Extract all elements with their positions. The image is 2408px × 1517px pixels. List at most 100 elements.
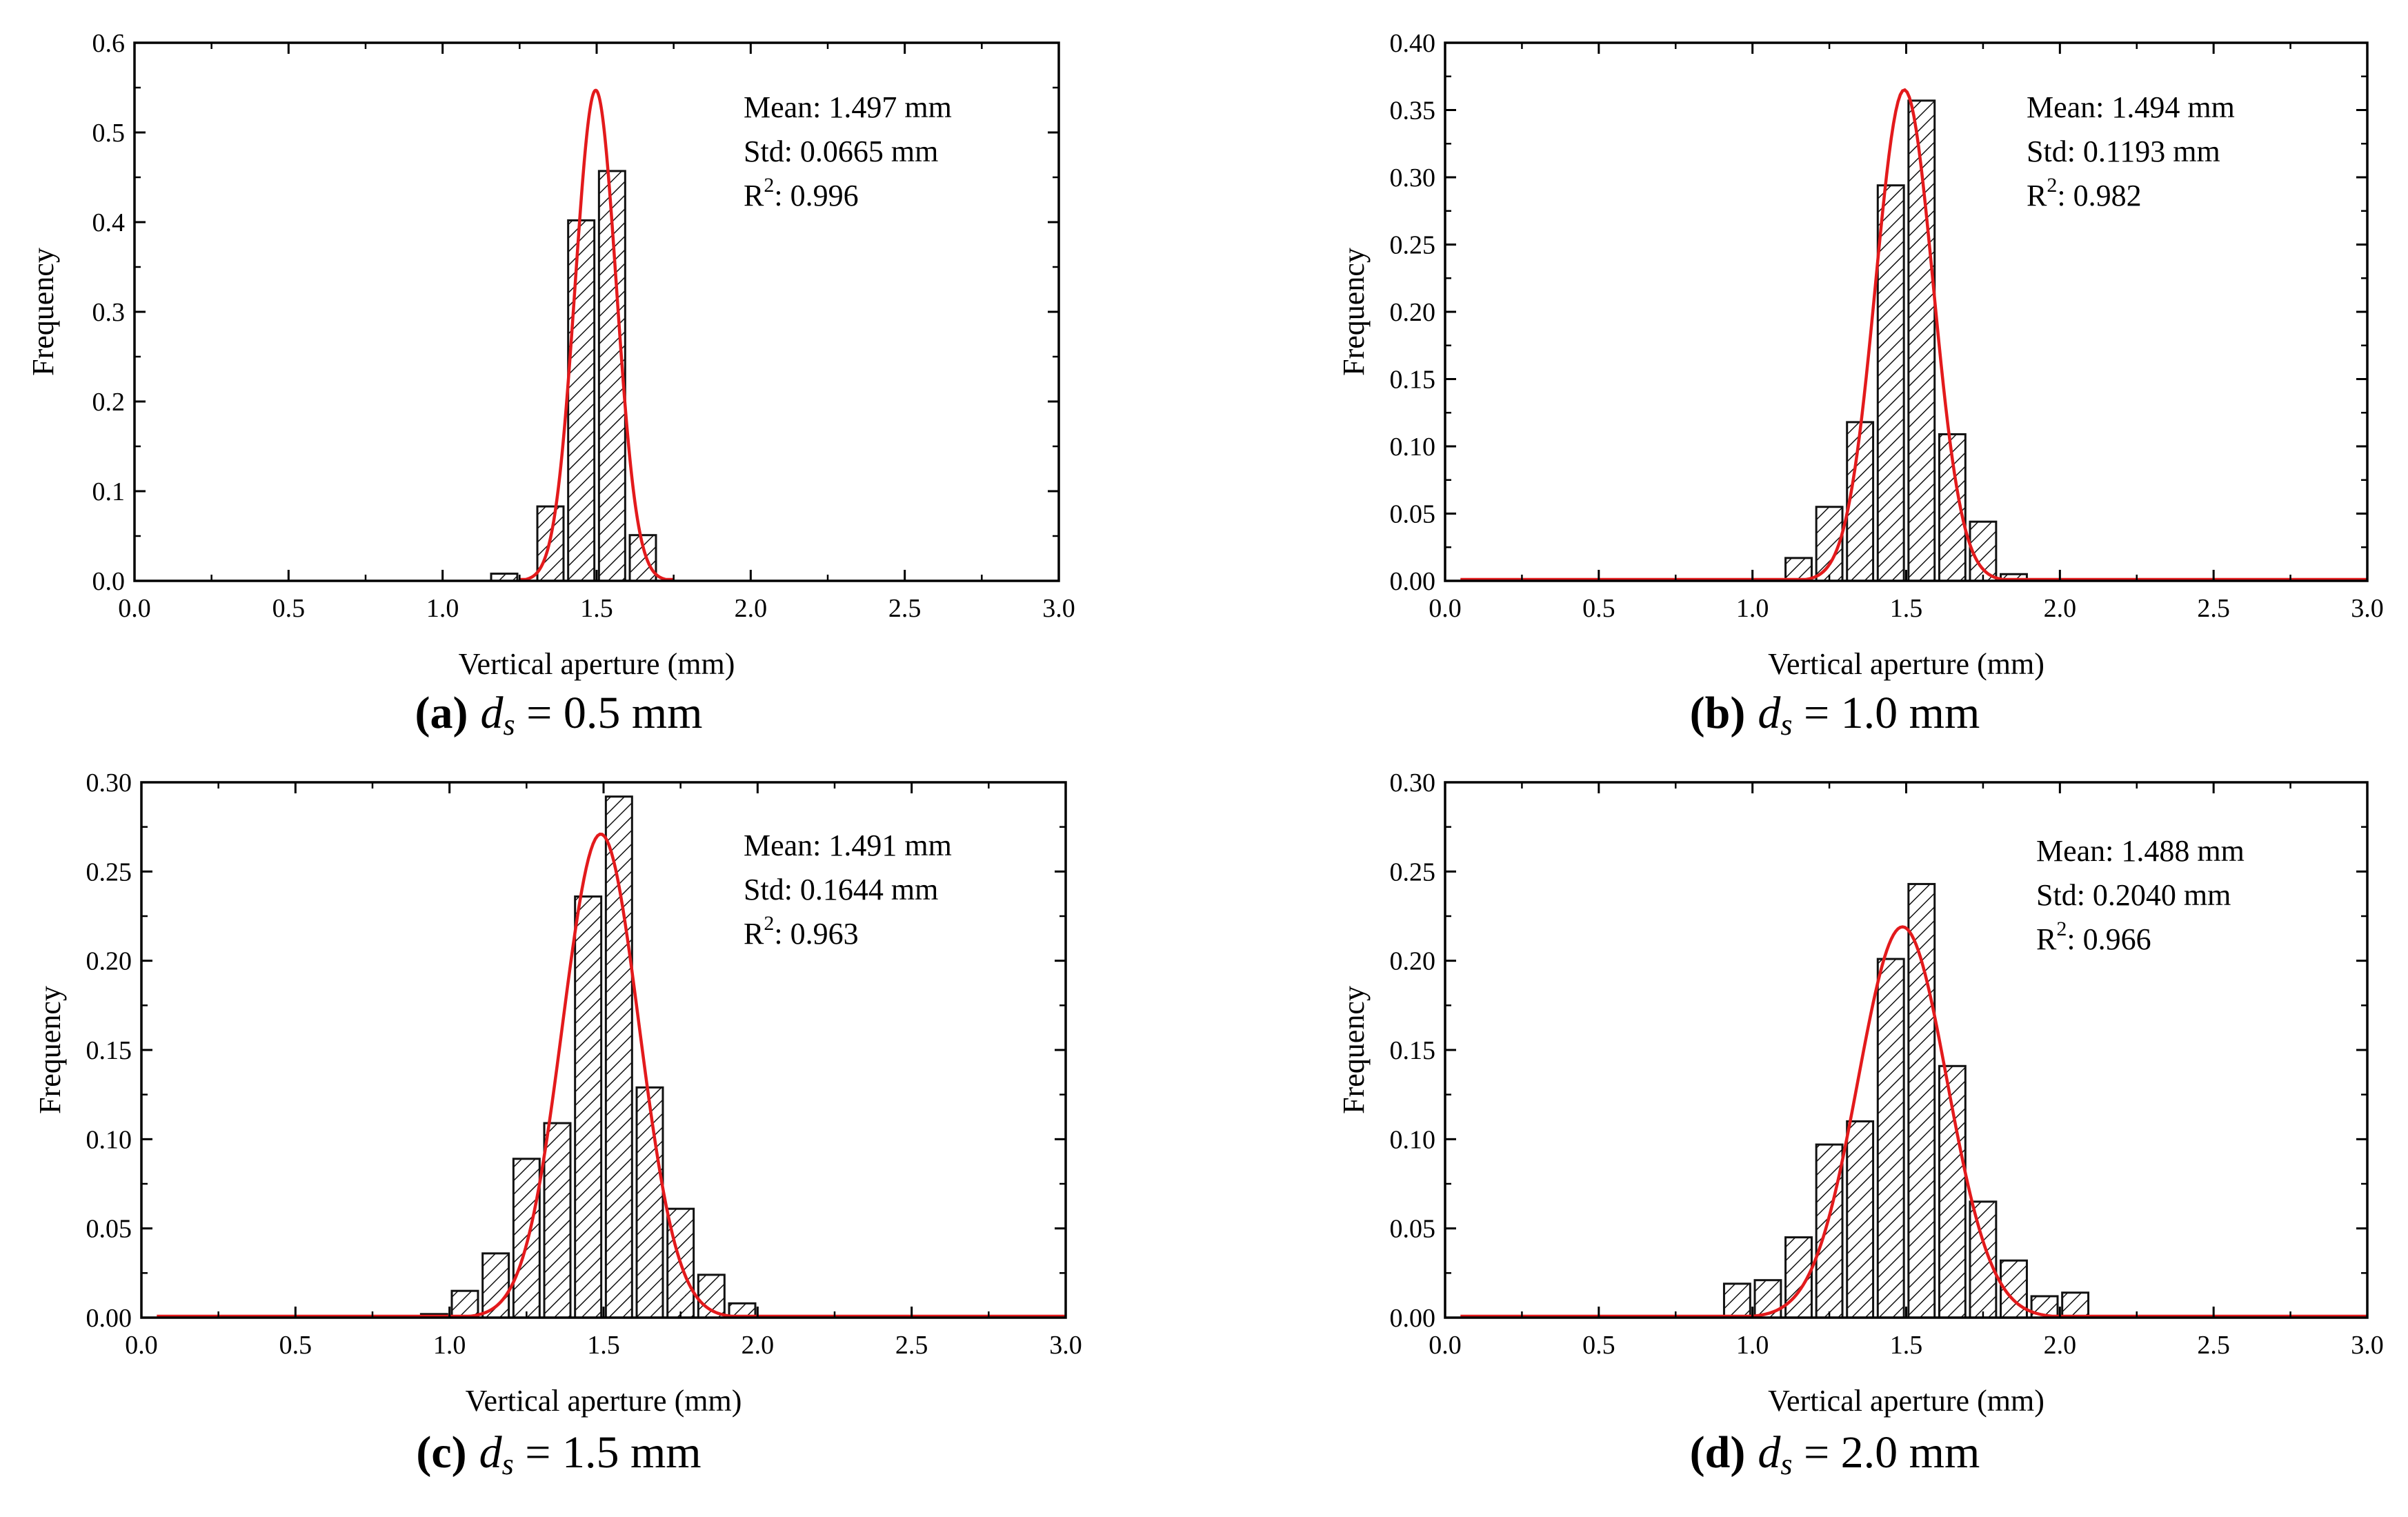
x-axis-label: Vertical aperture (mm) — [1768, 1384, 2044, 1418]
chart-panel-a: 0.0 0.5 1.0 1.5 2.0 2.5 3.0 0.0 0.1 0.2 0.3 0.4 0.5 0… — [26, 29, 1075, 681]
y-tick-label: 0.15 — [1390, 1036, 1436, 1065]
caption-text: = 0.5 mm — [515, 688, 703, 738]
y-tick-label: 0.4 — [92, 208, 126, 237]
y-tick-label: 0.15 — [86, 1036, 132, 1065]
caption-letter: (c) — [416, 1427, 466, 1478]
x-tick-label: 2.0 — [735, 594, 768, 623]
caption-subscript: s — [502, 1447, 514, 1481]
caption-text: = 2.0 mm — [1792, 1427, 1980, 1478]
histogram-bar — [2061, 1291, 2090, 1319]
caption-subscript: s — [1780, 708, 1792, 742]
stat-mean: Mean: 1.494 mm — [2027, 90, 2235, 124]
gaussian-fit-line — [1460, 88, 2367, 582]
y-tick-label: 0.30 — [1390, 163, 1436, 192]
histogram-bar — [1876, 184, 1905, 582]
y-tick-label: 0.20 — [86, 947, 132, 976]
y-tick-label: 0.6 — [92, 29, 126, 58]
caption-symbol: d — [1758, 1427, 1781, 1478]
x-tick-label: 3.0 — [1049, 1331, 1082, 1360]
y-tick-label: 0.5 — [92, 119, 126, 148]
r2-superscript: 2 — [2047, 174, 2057, 197]
r2-prefix: R — [744, 917, 764, 951]
x-tick-label: 2.0 — [2044, 594, 2077, 623]
y-tick-label: 0.25 — [86, 857, 132, 886]
x-tick-label: 1.0 — [426, 594, 459, 623]
x-tick-label: 0.0 — [125, 1331, 158, 1360]
r2-value: : 0.963 — [774, 917, 858, 951]
histogram-bar — [574, 895, 603, 1319]
x-tick-label: 1.0 — [1736, 594, 1769, 623]
caption-symbol: d — [1758, 688, 1781, 738]
panel-caption-a: (a) ds = 0.5 mm — [415, 688, 703, 742]
histogram-bar — [635, 1086, 664, 1319]
y-tick-label: 0.00 — [1390, 1304, 1436, 1333]
r2-superscript: 2 — [2056, 918, 2067, 940]
x-tick-label: 3.0 — [1042, 594, 1075, 623]
x-tick-label: 1.0 — [433, 1331, 466, 1360]
stat-std: Std: 0.0665 mm — [744, 135, 938, 168]
x-tick-label: 2.5 — [895, 1331, 928, 1360]
histogram-bar — [1969, 1200, 1998, 1319]
plot-frame — [140, 781, 1067, 1319]
y-tick-label: 0.00 — [86, 1304, 132, 1333]
stat-std: Std: 0.1644 mm — [744, 873, 938, 906]
histogram-bar — [1815, 1143, 1844, 1319]
y-tick-label: 0.1 — [92, 477, 126, 506]
stat-mean: Mean: 1.488 mm — [2036, 834, 2245, 868]
y-tick-label: 0.30 — [86, 769, 132, 797]
histogram-bar — [450, 1289, 479, 1319]
y-tick-label: 0.25 — [1390, 857, 1436, 886]
caption-letter: (a) — [415, 688, 468, 738]
caption-subscript: s — [1780, 1447, 1792, 1481]
y-tick-label: 0.20 — [1390, 298, 1436, 327]
x-tick-label: 0.5 — [272, 594, 306, 623]
stat-std: Std: 0.2040 mm — [2036, 878, 2231, 912]
x-axis-label: Vertical aperture (mm) — [466, 1384, 742, 1418]
stat-mean: Mean: 1.491 mm — [744, 829, 952, 862]
stat-mean: Mean: 1.497 mm — [744, 90, 952, 124]
stat-r-squared: R2: 0.982 — [2027, 174, 2142, 212]
y-tick-label: 0.10 — [1390, 433, 1436, 462]
caption-text: = 1.0 mm — [1792, 688, 1980, 738]
x-tick-label: 2.5 — [888, 594, 922, 623]
x-tick-label: 0.0 — [1429, 594, 1462, 623]
y-tick-label: 0.10 — [1390, 1125, 1436, 1154]
histogram-bar — [1846, 1120, 1875, 1319]
y-axis-label: Frequency — [1337, 986, 1371, 1114]
caption-subscript: s — [503, 708, 515, 742]
x-tick-label: 3.0 — [2351, 1331, 2384, 1360]
r2-superscript: 2 — [764, 912, 774, 935]
x-tick-label: 0.5 — [279, 1331, 312, 1360]
gaussian-fit-line — [157, 832, 1066, 1318]
x-tick-label: 2.0 — [2044, 1331, 2077, 1360]
histogram-bar — [1784, 557, 1813, 582]
y-tick-label: 0.30 — [1390, 769, 1436, 797]
y-tick-label: 0.0 — [92, 567, 126, 596]
histogram-bar — [512, 1158, 541, 1319]
r2-value: : 0.982 — [2057, 179, 2141, 212]
stat-std: Std: 0.1193 mm — [2027, 135, 2220, 168]
x-tick-label: 0.0 — [1429, 1331, 1462, 1360]
r2-superscript: 2 — [764, 174, 774, 197]
caption-symbol: d — [479, 1427, 503, 1478]
x-tick-label: 0.5 — [1582, 1331, 1615, 1360]
x-tick-label: 1.5 — [587, 1331, 620, 1360]
y-tick-label: 0.35 — [1390, 97, 1436, 126]
x-tick-label: 3.0 — [2351, 594, 2384, 623]
x-axis-label: Vertical aperture (mm) — [459, 647, 735, 681]
y-tick-label: 0.05 — [1390, 1215, 1436, 1244]
panel-caption-c: (c) ds = 1.5 mm — [416, 1427, 701, 1481]
y-axis-label: Frequency — [33, 986, 67, 1114]
r2-value: : 0.996 — [774, 179, 858, 212]
histogram-bar — [1876, 958, 1905, 1319]
panel-caption-d: (d) ds = 2.0 mm — [1690, 1427, 1980, 1481]
y-tick-label: 0.2 — [92, 388, 126, 417]
y-tick-label: 0.05 — [86, 1215, 132, 1244]
caption-symbol: d — [480, 688, 504, 738]
histogram-bar — [543, 1122, 572, 1319]
histogram-bar — [1907, 882, 1936, 1319]
caption-letter: (b) — [1690, 688, 1746, 738]
x-tick-label: 2.5 — [2197, 594, 2230, 623]
y-tick-label: 0.15 — [1390, 366, 1436, 395]
